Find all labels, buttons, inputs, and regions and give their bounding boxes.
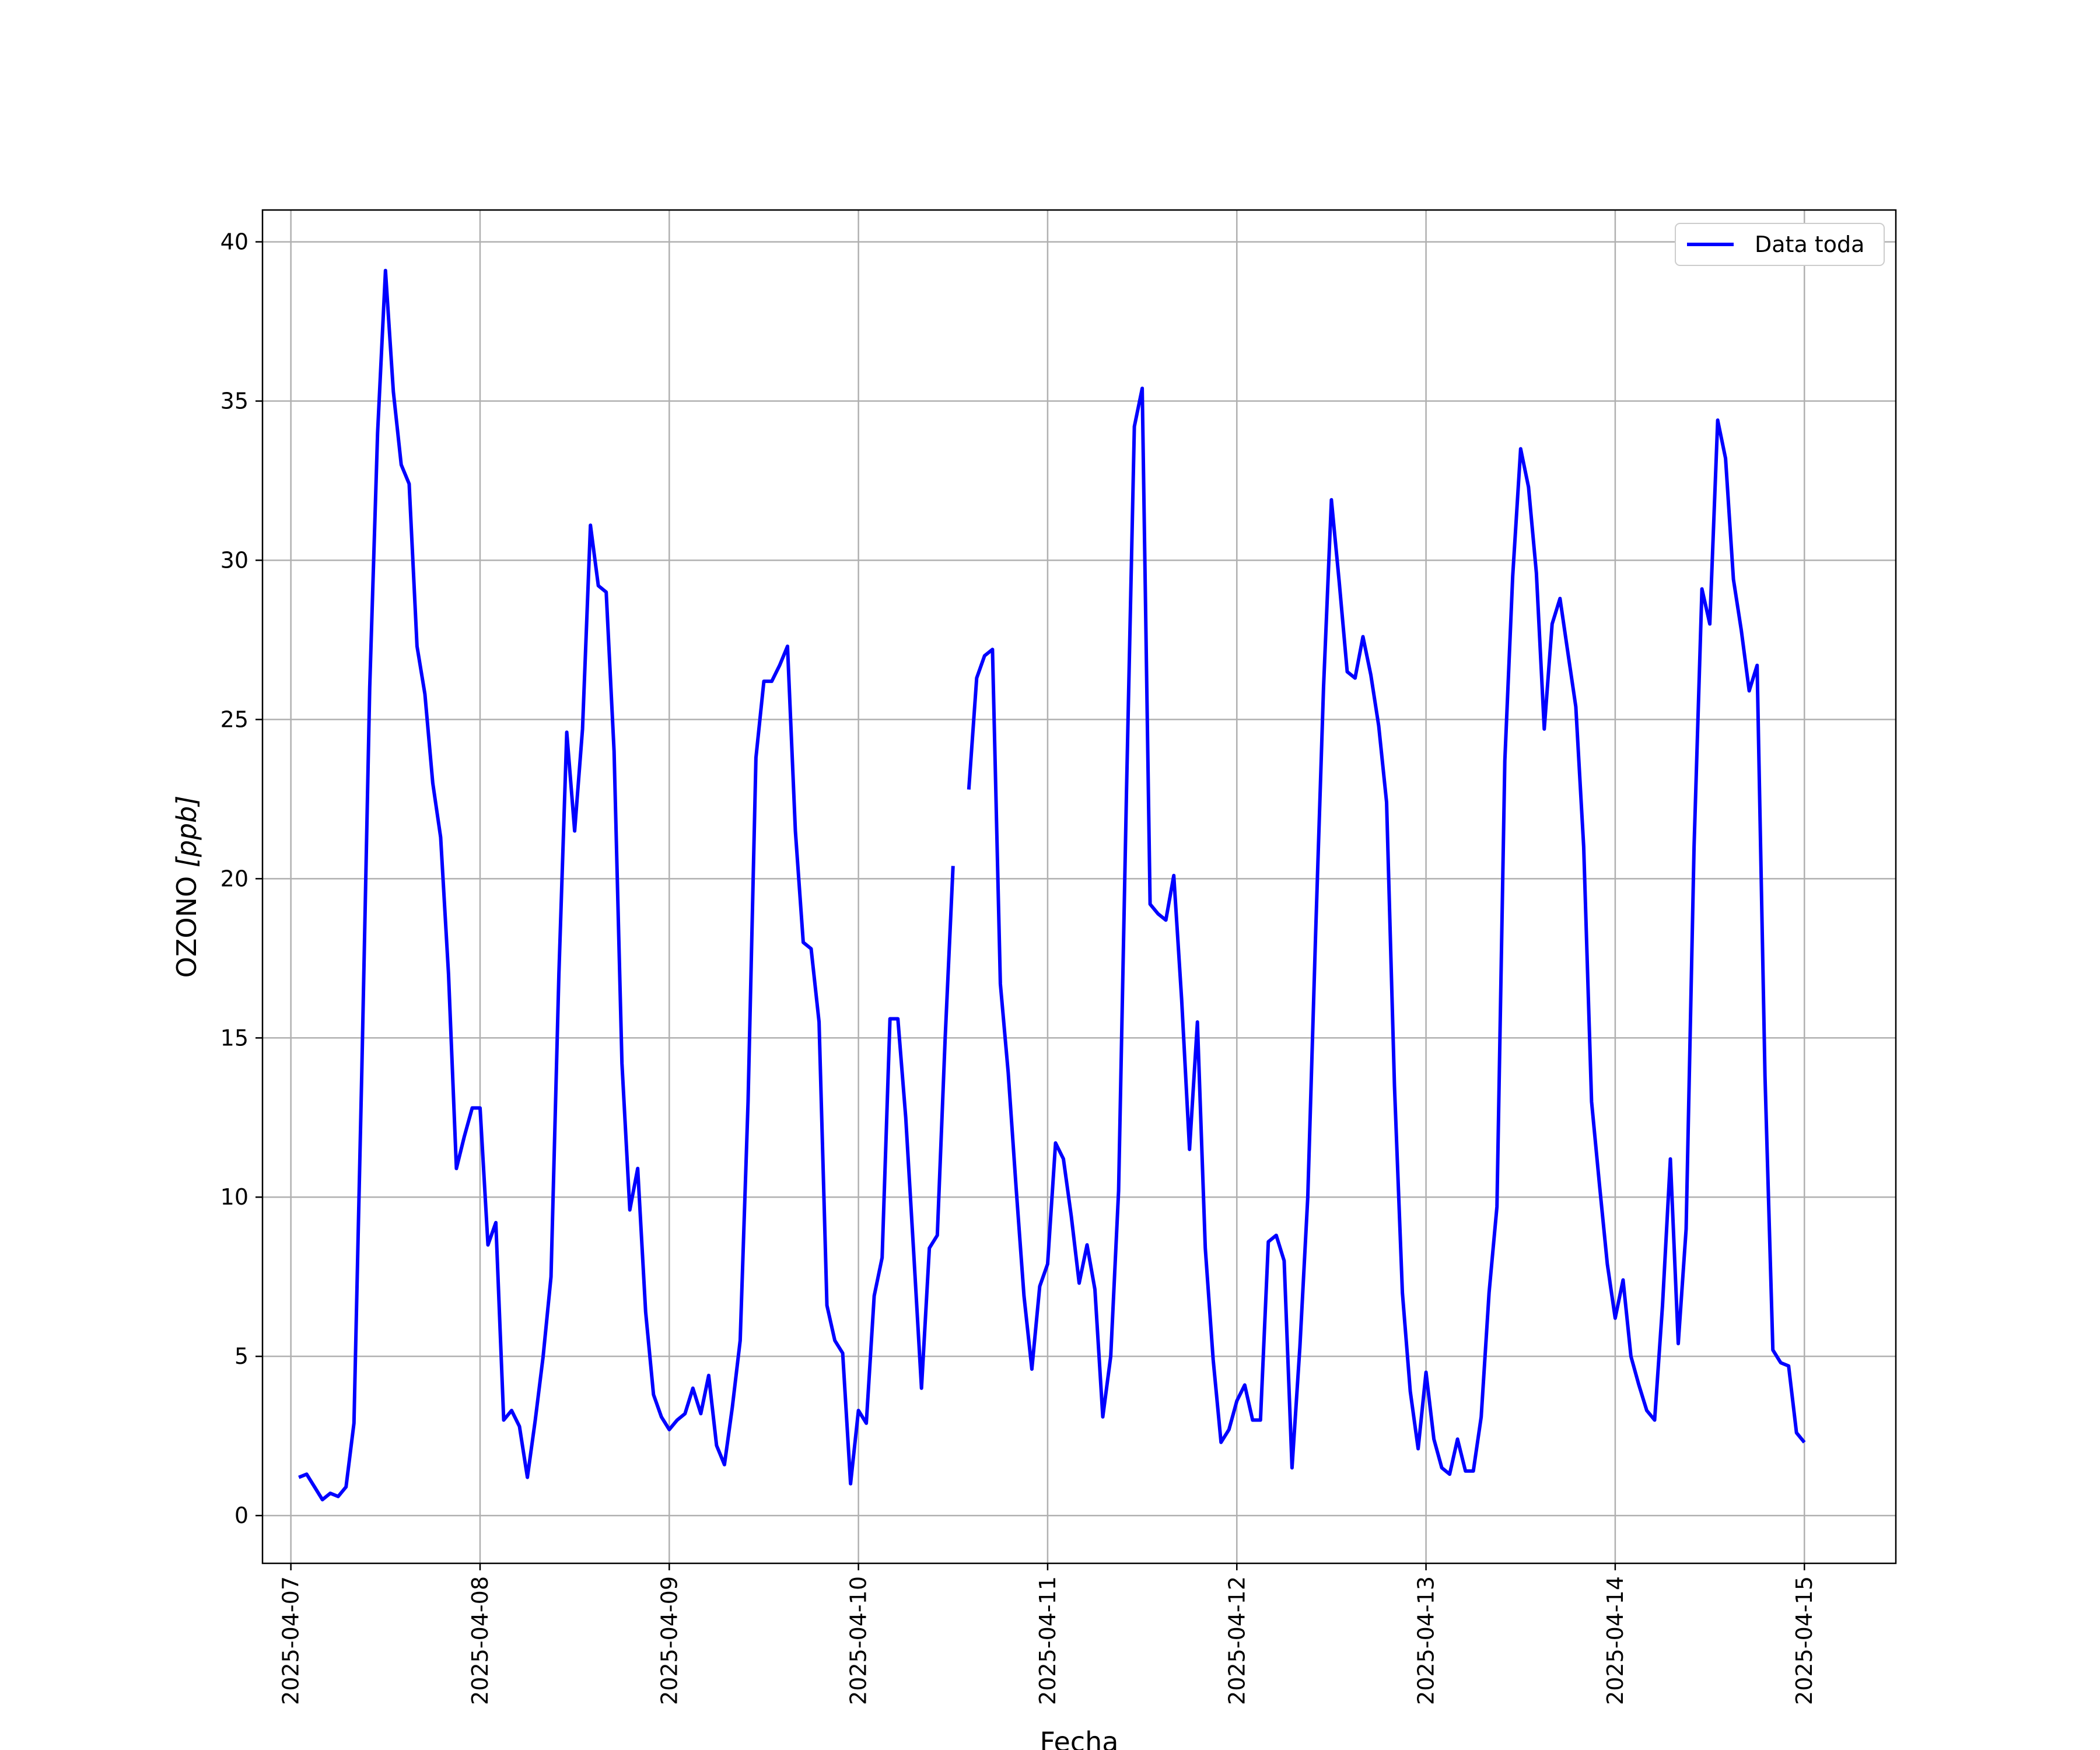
x-tick-label: 2025-04-11 — [1035, 1576, 1060, 1705]
grid — [262, 210, 1896, 1563]
x-tick-label: 2025-04-14 — [1602, 1576, 1628, 1705]
legend: Data toda — [1675, 223, 1885, 266]
x-tick-label: 2025-04-10 — [846, 1576, 872, 1705]
series-line — [298, 268, 1806, 1502]
x-tick-label: 2025-04-08 — [467, 1576, 493, 1705]
legend-box — [1675, 223, 1885, 266]
y-tick-label: 25 — [220, 706, 249, 732]
x-tick-label: 2025-04-13 — [1413, 1576, 1439, 1705]
x-tick-label: 2025-04-07 — [278, 1576, 304, 1705]
plot-frame — [261, 209, 1897, 1564]
y-tick-label: 20 — [220, 866, 249, 891]
x-tick-label: 2025-04-15 — [1791, 1576, 1817, 1705]
y-axis-title-main: OZONO — [171, 867, 202, 978]
y-tick-label: 15 — [220, 1025, 249, 1051]
y-tick-label: 40 — [220, 229, 249, 255]
x-axis-title: Fecha — [1040, 1726, 1119, 1750]
x-tick-label: 2025-04-12 — [1224, 1576, 1250, 1705]
x-axis: 2025-04-07 2025-04-08 2025-04-09 2025-04-10… — [278, 1563, 1817, 1705]
series-layer — [298, 268, 1806, 1502]
y-tick-label: 10 — [220, 1184, 249, 1210]
x-tick-label: 2025-04-09 — [656, 1576, 682, 1705]
y-axis-title-unit: [ppb] — [171, 796, 202, 868]
y-tick-label: 5 — [235, 1343, 249, 1369]
y-axis-title: OZONO [ppb] — [171, 796, 202, 978]
y-axis: 0 5 10 15 20 25 30 35 40 — [220, 229, 262, 1528]
y-tick-label: 30 — [220, 547, 249, 573]
y-tick-label: 0 — [235, 1503, 249, 1528]
y-tick-label: 35 — [220, 388, 249, 414]
legend-label: Data toda — [1755, 232, 1864, 257]
